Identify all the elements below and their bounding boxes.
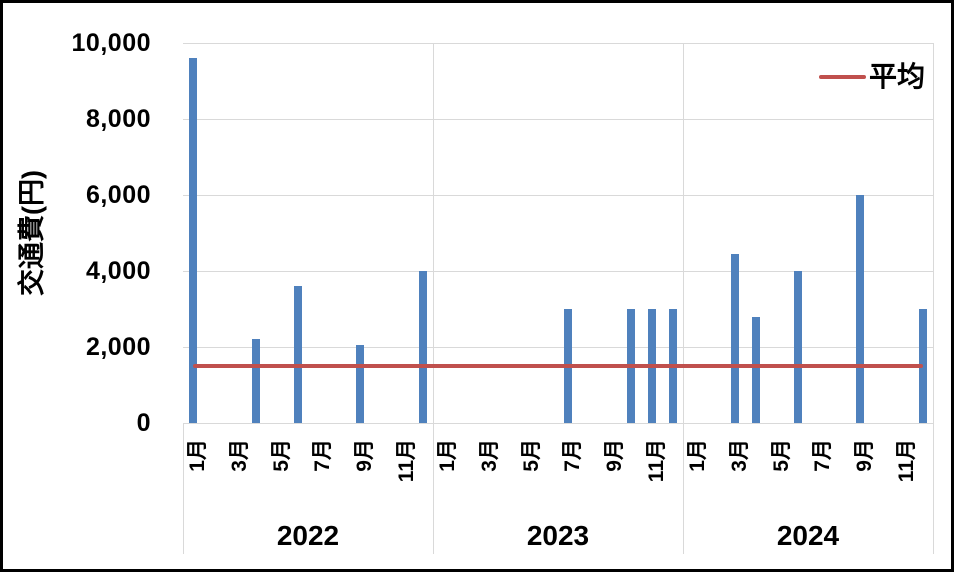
year-separator-line [183,423,184,554]
month-tick-label: 11月 [394,439,418,483]
bar [918,309,927,423]
plot-area: 交通費(円) 0 2,000 4,000 6,000 8,000 10,000 1月 3月 5… [3,3,951,569]
y-gridline [183,271,933,272]
bar [418,271,427,423]
y-tick-label: 0 [136,409,151,437]
y-tick-label: 8,000 [85,105,151,133]
month-tick-label: 11月 [644,439,668,483]
y-tick-label: 4,000 [85,257,151,285]
y-tick-label: 10,000 [71,29,151,57]
y-gridline [183,195,933,196]
month-tick-label: 9月 [603,439,627,472]
year-label: 2024 [776,520,840,551]
month-tick-label: 7月 [561,439,585,472]
bar [856,195,865,423]
y-gridline [183,43,933,44]
average-line [193,364,923,369]
month-tick-label: 7月 [311,439,335,472]
month-tick-label: 3月 [728,439,752,472]
legend-label: 平均 [869,61,926,92]
month-tick-label: 1月 [686,439,710,472]
bar [731,253,740,423]
month-tick-label: 5月 [769,439,793,472]
bar [751,316,760,423]
year-label: 2022 [276,520,340,551]
month-tick-label: 5月 [519,439,543,472]
month-tick-label: 11月 [894,439,918,483]
year-label: 2023 [526,520,590,551]
bar [251,339,260,423]
year-separator-line [683,43,684,554]
bar [189,58,198,423]
legend-line-icon [819,75,866,79]
month-tick-label: 7月 [811,439,835,472]
month-tick-label: 3月 [228,439,252,472]
x-axis-line [183,423,933,424]
y-gridline [183,347,933,348]
month-tick-label: 9月 [353,439,377,472]
bar [293,286,302,423]
y-tick-label: 6,000 [85,181,151,209]
year-separator-line [433,43,434,554]
bar [793,271,802,423]
y-gridline [183,119,933,120]
year-separator-line [933,43,934,554]
month-tick-label: 9月 [853,439,877,472]
y-tick-label: 2,000 [85,333,151,361]
month-tick-label: 3月 [478,439,502,472]
month-tick-label: 1月 [186,439,210,472]
legend: 平均 [819,60,925,94]
bar [356,345,365,423]
month-tick-label: 5月 [269,439,293,472]
month-tick-label: 1月 [436,439,460,472]
